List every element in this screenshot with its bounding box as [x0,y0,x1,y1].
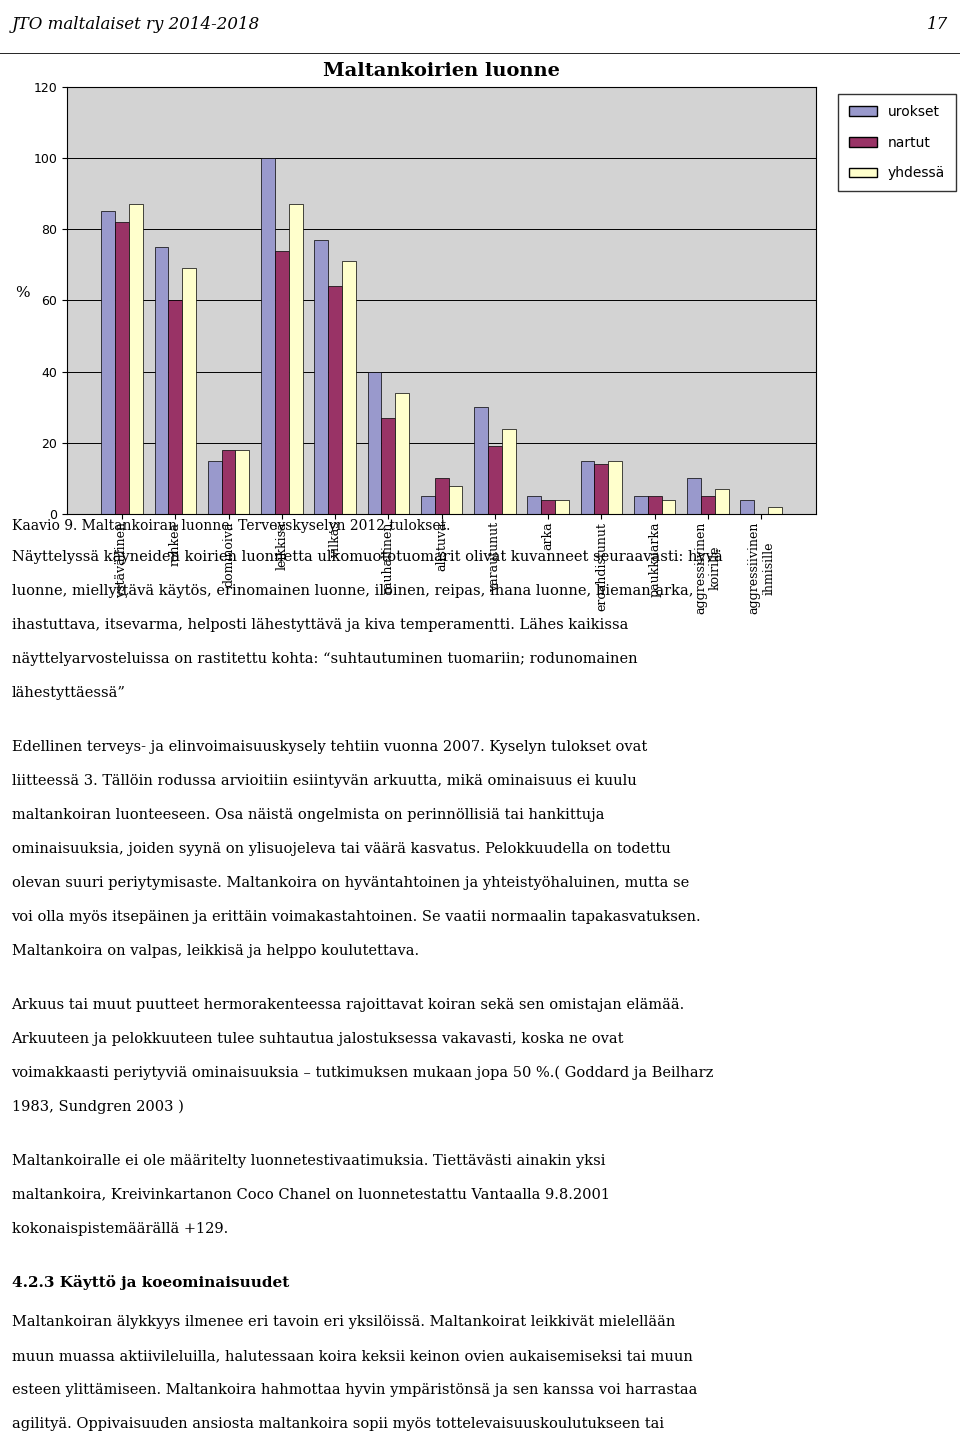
Bar [420,497,435,514]
Legend: urokset, nartut, yhdessä: urokset, nartut, yhdessä [838,94,956,191]
Bar [541,500,555,514]
Text: Edellinen terveys- ja elinvoimaisuuskysely tehtiin vuonna 2007. Kyselyn tulokset: Edellinen terveys- ja elinvoimaisuuskyse… [12,740,647,754]
Text: maltankoira, Kreivinkartanon Coco Chanel on luonnetestattu Vantaalla 9.8.2001: maltankoira, Kreivinkartanon Coco Chanel… [12,1187,610,1202]
Text: voimakkaasti periytyviä ominaisuuksia – tutkimuksen mukaan jopa 50 %.( Goddard j: voimakkaasti periytyviä ominaisuuksia – … [12,1066,714,1080]
Bar [222,450,235,514]
Bar [474,407,488,514]
Bar [527,497,541,514]
Text: Arkuuteen ja pelokkuuteen tulee suhtautua jalostuksessa vakavasti, koska ne ovat: Arkuuteen ja pelokkuuteen tulee suhtautu… [12,1032,624,1045]
Text: liitteessä 3. Tällöin rodussa arvioitiin esiintyvän arkuutta, mikä ominaisuus ei: liitteessä 3. Tällöin rodussa arvioitiin… [12,775,636,788]
Bar [648,497,661,514]
Bar [488,446,502,514]
Bar [342,261,356,514]
Text: luonne, miellyttävä käytös, erinomainen luonne, iloinen, reipas, ihana luonne, h: luonne, miellyttävä käytös, erinomainen … [12,585,693,598]
Text: 4.2.3 Käyttö ja koeominaisuudet: 4.2.3 Käyttö ja koeominaisuudet [12,1276,289,1290]
Bar [275,251,289,514]
Bar [182,268,196,514]
Text: näyttelyarvosteluissa on rastitettu kohta: “suhtautuminen tuomariin; rodunomaine: näyttelyarvosteluissa on rastitettu koht… [12,653,637,666]
Bar [328,287,342,514]
Text: Maltankoiran älykkyys ilmenee eri tavoin eri yksilöissä. Maltankoirat leikkivät : Maltankoiran älykkyys ilmenee eri tavoin… [12,1315,675,1329]
Bar [396,392,409,514]
Bar [261,158,275,514]
Bar [381,418,396,514]
Y-axis label: %: % [15,287,30,301]
Bar [609,460,622,514]
Text: Näyttelyssä käyneiden koirien luonnetta ulkomuototuomarit olivat kuvanneet seura: Näyttelyssä käyneiden koirien luonnetta … [12,550,722,565]
Text: Maltankoira on valpas, leikkisä ja helppo koulutettava.: Maltankoira on valpas, leikkisä ja helpp… [12,944,419,959]
Bar [101,211,115,514]
Bar [634,497,648,514]
Bar [289,204,302,514]
Text: Maltankoiralle ei ole määritelty luonnetestivaatimuksia. Tiettävästi ainakin yks: Maltankoiralle ei ole määritelty luonnet… [12,1154,605,1167]
Bar [701,497,715,514]
Text: Arkuus tai muut puutteet hermorakenteessa rajoittavat koiran sekä sen omistajan : Arkuus tai muut puutteet hermorakenteess… [12,998,684,1012]
Title: Maltankoirien luonne: Maltankoirien luonne [324,62,560,80]
Text: lähestyttäessä”: lähestyttäessä” [12,686,126,701]
Bar [502,429,516,514]
Text: olevan suuri periytymisaste. Maltankoira on hyväntahtoinen ja yhteistyöhaluinen,: olevan suuri periytymisaste. Maltankoira… [12,876,688,891]
Bar [115,222,129,514]
Text: 17: 17 [927,16,948,33]
Text: agilityä. Oppivaisuuden ansiosta maltankoira sopii myös tottelevaisuuskoulutukse: agilityä. Oppivaisuuden ansiosta maltank… [12,1418,663,1431]
Bar [168,301,182,514]
Bar [368,372,381,514]
Text: 1983, Sundgren 2003 ): 1983, Sundgren 2003 ) [12,1100,183,1114]
Text: voi olla myös itsepäinen ja erittäin voimakastahtoinen. Se vaatii normaalin tapa: voi olla myös itsepäinen ja erittäin voi… [12,911,701,924]
Text: esteen ylittämiseen. Maltankoira hahmottaa hyvin ympäristönsä ja sen kanssa voi : esteen ylittämiseen. Maltankoira hahmott… [12,1383,697,1397]
Text: JTO maltalaiset ry 2014-2018: JTO maltalaiset ry 2014-2018 [12,16,260,33]
Text: ihastuttava, itsevarma, helposti lähestyttävä ja kiva temperamentti. Lähes kaiki: ihastuttava, itsevarma, helposti lähesty… [12,618,628,633]
Bar [715,489,729,514]
Bar [555,500,569,514]
Text: Kaavio 9. Maltankoiran luonne. Terveyskyselyn 2012 tulokset.: Kaavio 9. Maltankoiran luonne. Terveysky… [12,518,450,533]
Text: maltankoiran luonteeseen. Osa näistä ongelmista on perinnöllisiä tai hankittuja: maltankoiran luonteeseen. Osa näistä ong… [12,808,604,822]
Bar [687,478,701,514]
Bar [207,460,222,514]
Bar [740,500,755,514]
Bar [235,450,250,514]
Bar [768,507,782,514]
Bar [594,465,609,514]
Bar [129,204,143,514]
Text: ominaisuuksia, joiden syynä on ylisuojeleva tai väärä kasvatus. Pelokkuudella on: ominaisuuksia, joiden syynä on ylisuojel… [12,843,670,856]
Bar [314,240,328,514]
Text: kokonaispistemäärällä +129.: kokonaispistemäärällä +129. [12,1222,228,1235]
Bar [155,248,168,514]
Bar [448,485,463,514]
Bar [581,460,594,514]
Text: muun muassa aktiivileluilla, halutessaan koira keksii keinon ovien aukaisemiseks: muun muassa aktiivileluilla, halutessaan… [12,1350,692,1363]
Bar [661,500,676,514]
Bar [435,478,448,514]
